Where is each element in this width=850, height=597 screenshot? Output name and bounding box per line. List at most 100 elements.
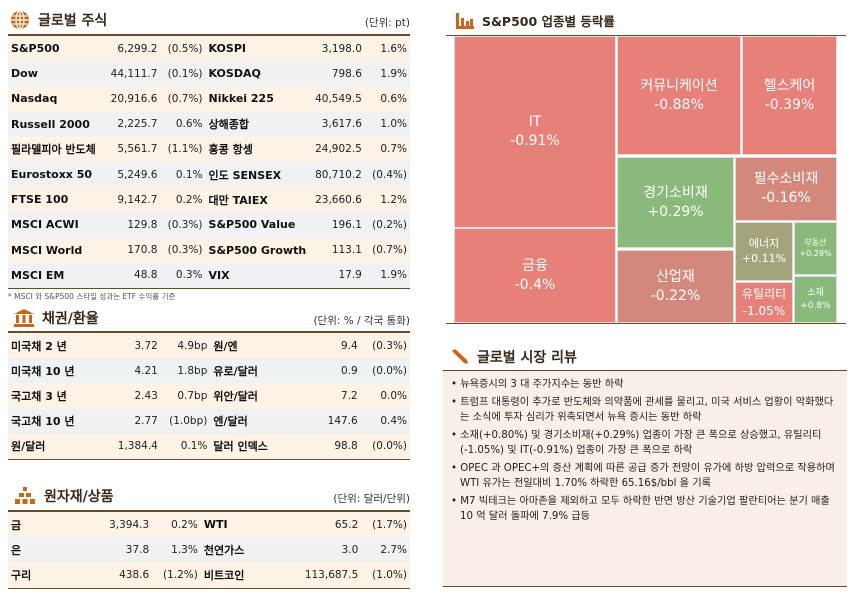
change-cell: (1.0bp) [169, 415, 208, 428]
sector-cell: 필수소비재 -0.16% [735, 157, 837, 221]
sector-value: +0.29% [647, 203, 704, 220]
value-cell: 48.8 [134, 269, 158, 282]
name-cell: 국고채 3 년 [11, 389, 67, 403]
value-cell: 798.6 [331, 67, 362, 80]
table-row: Nasdaq 20,916.6 (0.7%) Nikkei 225 40,549.5 0.… [8, 86, 410, 112]
value-cell: 129.8 [127, 218, 158, 231]
name-cell: 원/엔 [213, 339, 238, 353]
table-row: Russell 2000 2,225.7 0.6% 상해종합 3,617.6 1.0% [8, 111, 410, 137]
sector-cell: 부동산 +0.29% [794, 222, 837, 275]
value-cell: 3,198.0 [321, 42, 362, 55]
review-list: 뉴욕증시의 3 대 주가지수는 동반 하락트럼프 대통령이 추가로 반도체와 의… [443, 371, 847, 586]
commodities-table: 금 3,394.3 0.2% WTI 65.2 (1.7%) 은 37.8 1.3% 천연가스 3.… [8, 512, 410, 588]
change-cell: 1.3% [171, 543, 198, 556]
globe-icon [11, 10, 29, 30]
sector-value: -1.05% [742, 303, 786, 318]
value-cell: 196.1 [331, 218, 362, 231]
bonds-section-title: 채권/환율 [14, 308, 99, 328]
change-cell: 0.2% [171, 518, 198, 531]
name-cell: KOSPI [208, 42, 246, 56]
review-item: M7 빅테크는 아마존을 제외하고 모두 하락한 반면 방산 기술기업 팔란티어… [451, 494, 839, 524]
equity-footnote: * MSCI 와 S&P500 스타일 성과는 ETF 수익률 기준 [8, 292, 176, 301]
value-cell: 20,916.6 [110, 92, 158, 105]
sectors-section-title: S&P500 업종별 등락률 [456, 11, 615, 30]
value-cell: 2.77 [134, 415, 158, 428]
sector-cell: 유틸리티 -1.05% [735, 282, 793, 323]
name-cell: KOSDAQ [208, 67, 261, 81]
value-cell: 5,561.7 [117, 143, 158, 156]
sector-name: 경기소비재 [643, 184, 708, 201]
change-cell: (0.0%) [372, 440, 407, 453]
sector-name: 부동산 [804, 237, 827, 247]
name-cell: 상해종합 [208, 118, 250, 132]
review-item: OPEC 과 OPEC+의 증산 계획에 따른 공급 증가 전망이 유가에 하방… [451, 461, 839, 491]
sector-name: 헬스케어 [763, 77, 816, 94]
sector-name: 산업재 [656, 268, 695, 285]
name-cell: 미국채 10 년 [11, 364, 75, 378]
sector-value: +0.29% [799, 248, 832, 258]
change-cell: (0.3%) [167, 244, 203, 257]
sector-value: -0.4% [514, 276, 556, 293]
table-row: 은 37.8 1.3% 천연가스 3.0 2.7% [8, 537, 410, 563]
name-cell: WTI [203, 518, 228, 532]
bonds-title: 채권/환율 [42, 311, 99, 327]
table-row: 미국채 2 년 3.72 4.9bp 원/엔 9.4 (0.3%) [8, 333, 410, 359]
name-cell: FTSE 100 [11, 193, 69, 207]
sector-treemap: IT -0.91% 금융 -0.4% 커뮤니케이션 -0.88% 헬스케어 -0.39% 경기소… [454, 36, 837, 323]
sector-value: -0.22% [650, 287, 701, 304]
bonds-table: 미국채 2 년 3.72 4.9bp 원/엔 9.4 (0.3%) 미국채 10 년 4.21… [8, 333, 410, 459]
review-title: 글로벌 시장 리뷰 [477, 350, 577, 366]
value-cell: 9.4 [341, 339, 358, 352]
change-cell: 4.9bp [177, 339, 208, 352]
name-cell: 원/달러 [11, 440, 46, 454]
table-row: 미국채 10 년 4.21 1.8bp 유로/달러 0.9 (0.0%) [8, 358, 410, 384]
table-row: Eurostoxx 50 5,249.6 0.1% 인도 SENSEX 80,710.2… [8, 161, 410, 188]
value-cell: 40,549.5 [315, 92, 362, 105]
sectors-title: S&P500 업종별 등락률 [482, 14, 615, 29]
table-row: MSCI World 170.8 (0.3%) S&P500 Growth 113.1 (… [8, 237, 410, 263]
commodities-title: 원자재/상품 [44, 489, 114, 505]
change-cell: 1.9% [380, 67, 407, 80]
table-row: 국고채 10 년 2.77 (1.0bp) 엔/달러 147.6 0.4% [8, 408, 410, 434]
review-section-title: 글로벌 시장 리뷰 [451, 347, 577, 367]
equity-section-title: 글로벌 주식 [10, 10, 107, 30]
change-cell: 1.2% [380, 193, 407, 206]
change-cell: 0.4% [380, 415, 407, 428]
sector-name: 소재 [807, 288, 824, 299]
value-cell: 3.72 [134, 339, 158, 352]
change-cell: (1.7%) [372, 518, 407, 531]
value-cell: 3.0 [341, 543, 359, 556]
name-cell: 비트코인 [203, 568, 245, 582]
sector-cell: 커뮤니케이션 -0.88% [617, 36, 741, 155]
review-item: 소재(+0.80%) 및 경기소비재(+0.29%) 업종이 가장 큰 폭으로 … [451, 428, 839, 458]
value-cell: 37.8 [125, 543, 150, 556]
name-cell: Dow [11, 67, 38, 81]
name-cell: 필라델피아 반도체 [11, 143, 96, 157]
change-cell: 2.7% [380, 543, 407, 556]
sector-cell: IT -0.91% [454, 36, 616, 228]
table-row: MSCI ACWI 129.8 (0.3%) S&P500 Value 196.1 (0.… [8, 212, 410, 238]
name-cell: 홍콩 항셍 [208, 143, 253, 157]
change-cell: 1.8bp [177, 364, 208, 377]
equity-table: S&P500 6,299.2 (0.5%) KOSPI 3,198.0 1.6% Dow 44… [8, 36, 410, 288]
table-row: 구리 438.6 (1.2%) 비트코인 113,687.5 (1.0%) [8, 562, 410, 588]
value-cell: 6,299.2 [117, 42, 158, 55]
name-cell: 국고채 10 년 [11, 415, 75, 429]
name-cell: 대만 TAIEX [208, 193, 268, 207]
bar-chart-icon [456, 12, 474, 29]
value-cell: 113,687.5 [304, 568, 359, 581]
value-cell: 24,902.5 [315, 143, 362, 156]
value-cell: 2.43 [134, 389, 158, 402]
name-cell: 위안/달러 [213, 389, 258, 403]
change-cell: 1.6% [380, 42, 407, 55]
equity-title: 글로벌 주식 [38, 13, 108, 29]
change-cell: (1.1%) [167, 143, 203, 156]
table-row: 금 3,394.3 0.2% WTI 65.2 (1.7%) [8, 512, 410, 538]
change-cell: (0.7%) [167, 92, 203, 105]
value-cell: 80,710.2 [315, 168, 362, 181]
name-cell: Nikkei 225 [208, 92, 274, 106]
name-cell: 엔/달러 [213, 415, 248, 429]
sector-cell: 에너지 +0.11% [735, 222, 793, 281]
change-cell: 0.3% [175, 269, 203, 282]
bank-icon [14, 309, 34, 327]
